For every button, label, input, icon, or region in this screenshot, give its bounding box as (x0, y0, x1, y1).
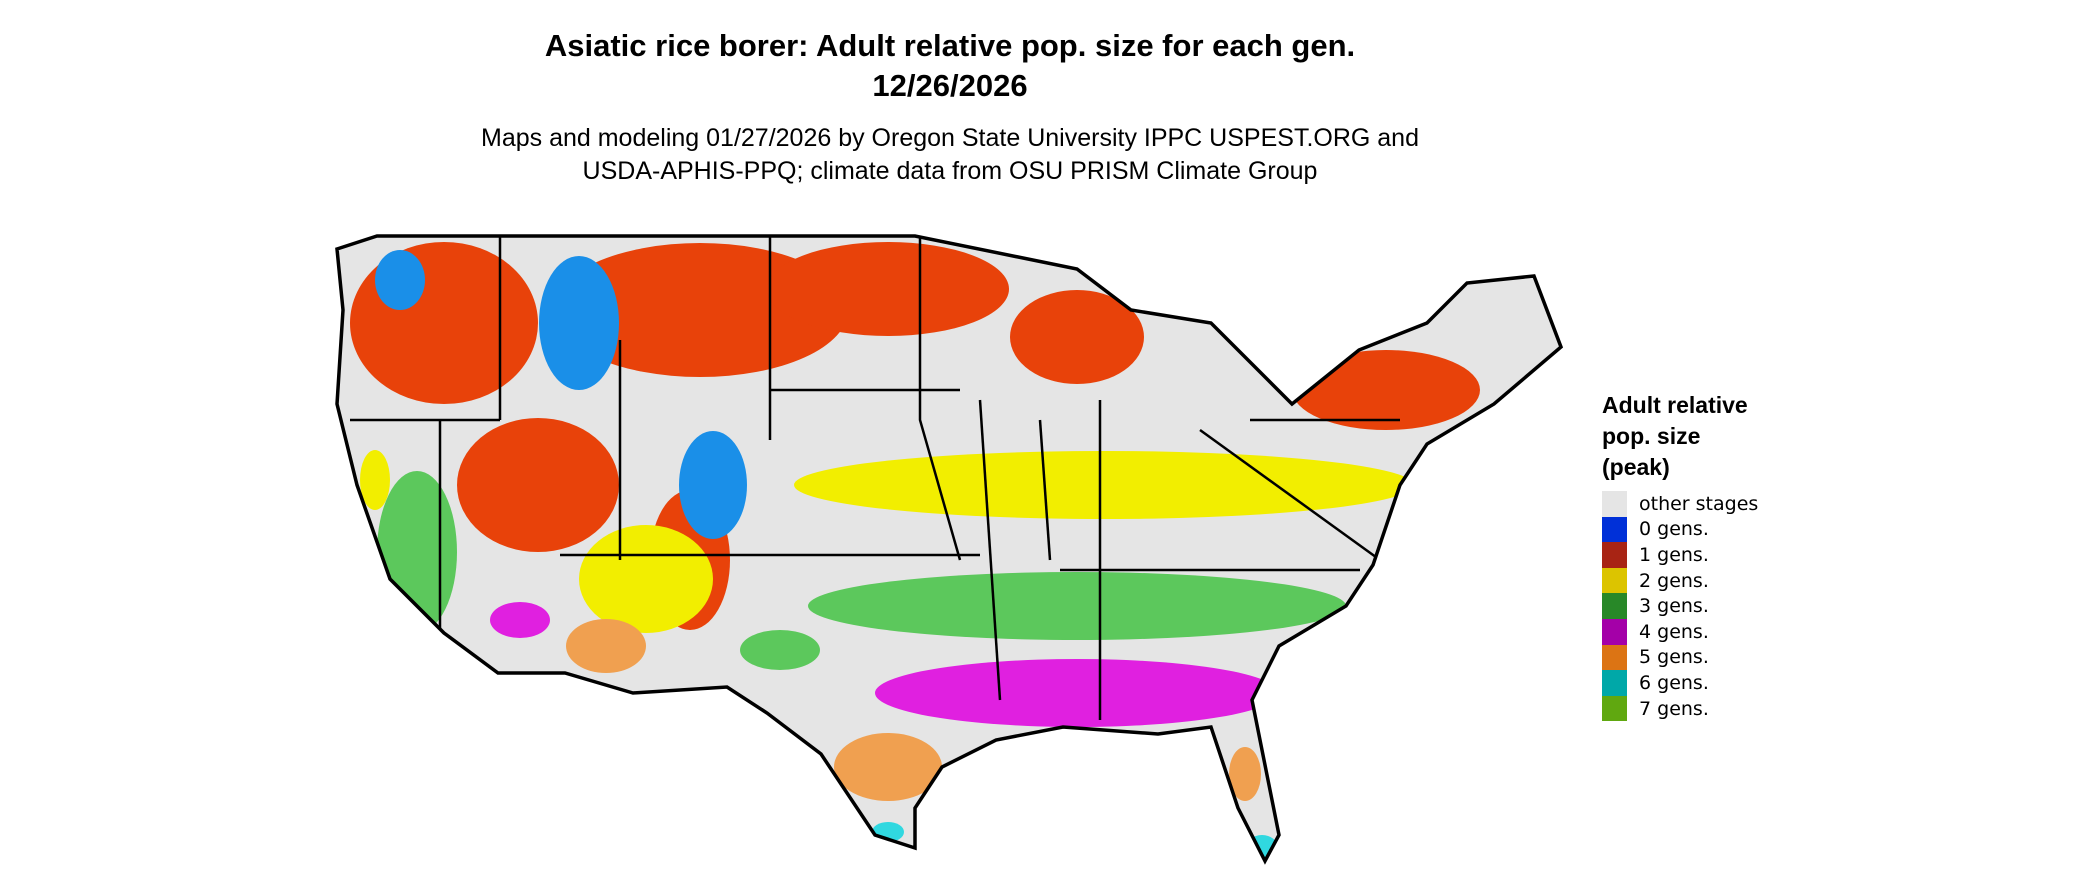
gen0-region (679, 431, 747, 539)
legend-swatch (1602, 618, 1627, 645)
gen3-region (740, 630, 820, 670)
state-border (1038, 419, 1052, 561)
legend-label: 1 gens. (1639, 543, 1709, 566)
legend-item: 7 gens. (1602, 695, 1822, 722)
legend-item: 4 gens. (1602, 618, 1822, 645)
legend-label: other stages (1639, 492, 1759, 515)
legend-swatch (1602, 695, 1627, 722)
legend-label: 0 gens. (1639, 518, 1709, 541)
legend-item: 5 gens. (1602, 644, 1822, 671)
gen5-region (1229, 747, 1261, 801)
legend-label: 3 gens. (1639, 595, 1709, 618)
legend-title-line: pop. size (1602, 423, 1701, 449)
legend-label: 6 gens. (1639, 671, 1709, 694)
legend-title: Adult relative pop. size (peak) (1602, 390, 1822, 483)
legend-swatch (1602, 491, 1627, 517)
legend-swatch (1602, 567, 1627, 594)
legend-label: 2 gens. (1639, 569, 1709, 592)
map-subtitle-line2: USDA-APHIS-PPQ; climate data from OSU PR… (582, 157, 1318, 185)
legend-title-line: Adult relative (1602, 392, 1748, 418)
legend-label: 4 gens. (1639, 620, 1709, 643)
gen5-region (566, 619, 646, 673)
legend-title-line: (peak) (1602, 454, 1670, 480)
gen5-region (834, 733, 942, 801)
gen4-region (875, 659, 1279, 727)
gen2-region (579, 525, 713, 633)
legend-swatch (1602, 593, 1627, 619)
gen2-region (360, 450, 390, 510)
state-border (918, 236, 962, 561)
gen1-region (767, 242, 1009, 336)
legend-swatch (1602, 542, 1627, 568)
legend-item: 6 gens. (1602, 670, 1822, 696)
legend-item: 2 gens. (1602, 567, 1822, 594)
state-border (978, 399, 1002, 701)
gen4-region (490, 602, 550, 638)
gen1-region (1010, 290, 1144, 384)
legend-label: 5 gens. (1639, 646, 1709, 669)
gen2-region (794, 451, 1414, 519)
gen3-region (377, 471, 457, 633)
legend-label: 7 gens. (1639, 697, 1709, 720)
gen0-region (375, 250, 425, 310)
legend-item: other stages (1602, 491, 1822, 517)
legend-item: 3 gens. (1602, 593, 1822, 619)
gen3-region (808, 572, 1346, 640)
map-date: 12/26/2026 (872, 68, 1028, 103)
gen0-region (539, 256, 619, 390)
map-subtitle-line1: Maps and modeling 01/27/2026 by Oregon S… (481, 124, 1419, 152)
gen1-region (1292, 350, 1480, 430)
map-title: Asiatic rice borer: Adult relative pop. … (544, 28, 1356, 63)
legend-item: 1 gens. (1602, 542, 1822, 568)
legend-swatch (1602, 516, 1627, 543)
gen1-region (457, 418, 619, 552)
legend-item: 0 gens. (1602, 516, 1822, 543)
legend-swatch (1602, 670, 1627, 696)
legend-swatch (1602, 644, 1627, 671)
state-border (1199, 428, 1381, 562)
legend: Adult relative pop. size (peak) other st… (1602, 390, 1822, 722)
